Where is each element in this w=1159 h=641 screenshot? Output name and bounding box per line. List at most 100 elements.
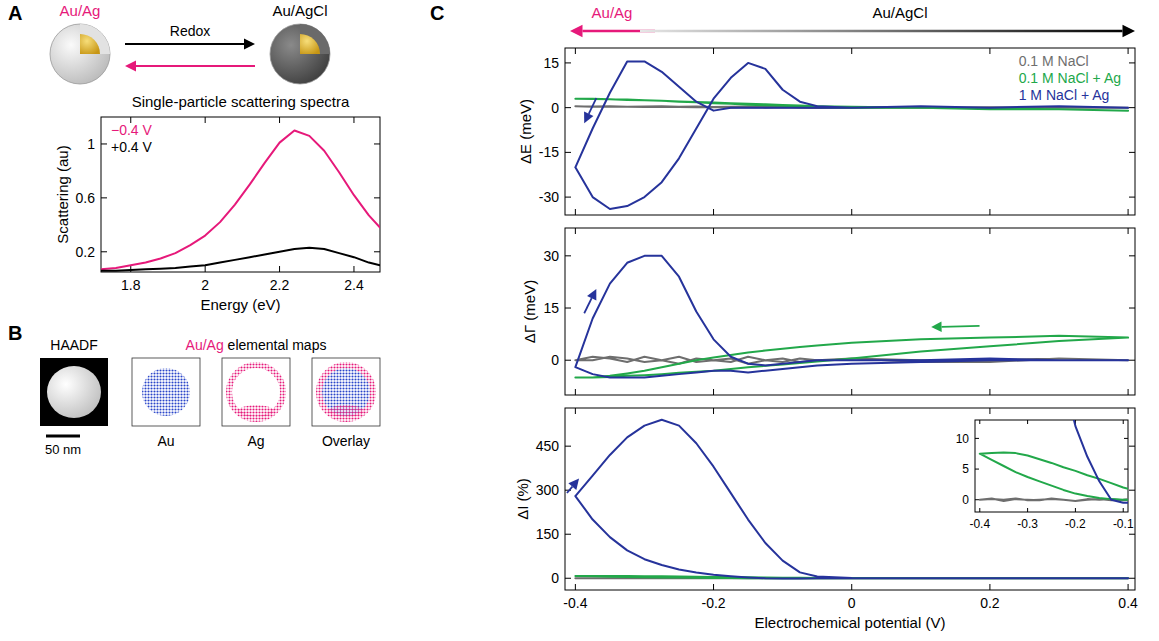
legend-entry: 0.1 M NaCl [1019,53,1089,69]
x-tick [713,209,714,215]
x-tick [1128,48,1129,54]
x-tick [851,48,852,54]
state-label: Au/Ag [60,2,101,19]
direction-arrow-head [1123,25,1136,38]
x-tick-label: 2 [201,277,209,293]
x-tick [1027,508,1028,512]
y-tick [565,255,571,256]
y-tick-label: 15 [543,300,559,316]
direction-arrow [640,25,1135,38]
shell [270,24,330,84]
x-tick [1128,209,1129,215]
x-tick [575,408,576,414]
y-tick [565,308,571,309]
y-tick [975,499,979,500]
y-tick [565,360,571,361]
x-tick [1128,408,1129,414]
x-tick [713,408,714,414]
sweep-arrow-shaft [942,325,980,328]
x-axis-title: Electrochemical potential (V) [755,614,946,631]
scale-bar-label: 50 nm [45,442,81,457]
map-label: Overlay [322,433,370,449]
reverse-arrow-head [125,61,136,72]
x-tick [989,389,990,395]
y-tick-label: 300 [536,482,560,498]
x-tick-label: -0.2 [1065,517,1086,531]
x-tick [1027,420,1028,424]
x-tick [713,228,714,234]
plot-frame [565,48,1135,215]
x-tick [979,420,980,424]
y-tick [565,446,571,447]
y-tick-label: 0 [551,100,559,116]
y-tick-label: 30 [543,248,559,264]
y-axis-title: ΔE (meV) [517,99,534,164]
x-tick [575,48,576,54]
ag-signal [319,365,373,419]
ag-signal [238,405,274,417]
x-tick-label: -0.4 [563,595,587,611]
series-line [575,61,1128,209]
y-tick [1129,360,1135,361]
series-group [101,130,380,270]
x-tick-label: 0.2 [980,595,1000,611]
panel-label: B [8,322,22,344]
y-tick-label: 0.2 [76,244,96,260]
series-line [980,420,1128,503]
x-tick-label: -0.4 [969,517,990,531]
y-tick [1129,578,1135,579]
y-tick [975,469,979,470]
reverse-arrow [125,61,255,72]
x-tick [851,228,852,234]
sweep-arrow [584,289,596,313]
y-tick [1129,255,1135,256]
gold-core [300,34,320,54]
x-tick [279,117,280,123]
y-tick [1124,469,1128,470]
direction-arrow-head [570,25,583,38]
legend: −0.4 V+0.4 V [111,122,153,155]
y-tick [1129,107,1135,108]
sweep-arrow-head [568,479,579,490]
y-tick [374,197,380,198]
y-tick [374,143,380,144]
series-line [101,248,380,271]
x-tick [353,117,354,123]
gold-core [80,34,100,54]
x-tick [279,266,280,272]
maps-title-part: elemental maps [224,337,327,353]
x-tick [851,209,852,215]
sweep-arrow [584,98,596,123]
y-tick [565,62,571,63]
x-tick [851,584,852,590]
y-tick-label: 450 [536,438,560,454]
x-tick [1075,508,1076,512]
panel-label: C [430,2,444,24]
series-line [101,130,380,269]
x-tick-label: 2.4 [344,277,364,293]
sweep-arrow [931,322,979,332]
sweep-arrow-shaft [584,298,591,313]
x-tick-label: -0.1 [1113,517,1134,531]
y-tick [1129,308,1135,309]
x-tick [989,209,990,215]
series-line [575,336,1128,378]
sweep-arrow-head [587,289,596,301]
y-tick [1129,534,1135,535]
y-tick [565,107,571,108]
y-tick-label: 0 [551,352,559,368]
x-tick-label: -0.2 [701,595,725,611]
x-tick [989,408,990,414]
x-tick [979,508,980,512]
chart-title: Single-particle scattering spectra [132,93,350,110]
legend-entry: −0.4 V [111,122,153,138]
y-tick [374,251,380,252]
y-tick-label: 0 [551,570,559,586]
chart-3-axes: -0.4-0.200.20.40150300450 [536,408,1138,611]
x-tick [205,266,206,272]
legend-entry: +0.4 V [111,139,153,155]
y-tick [975,438,979,439]
y-axis-title: ΔΓ (meV) [521,280,538,343]
x-tick [989,48,990,54]
chart-1-axes: -30-15015 [539,48,1135,215]
